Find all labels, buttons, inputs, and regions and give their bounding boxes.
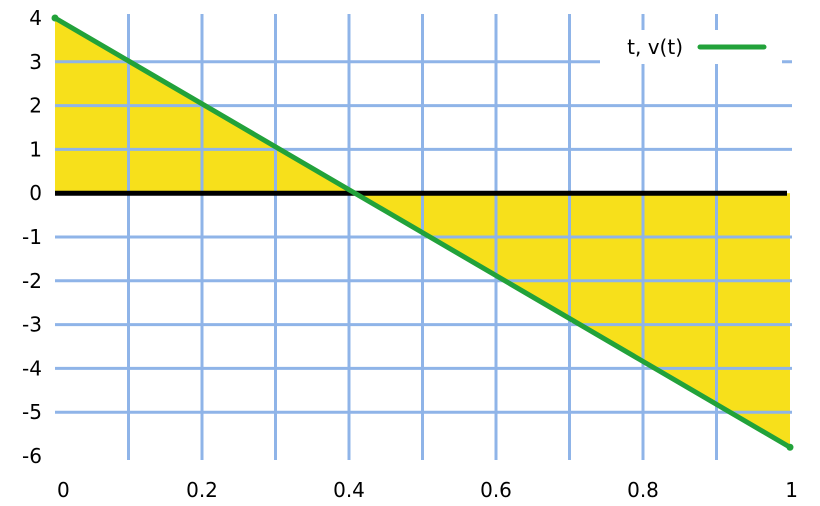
y-tick-label: -1 [22, 225, 42, 249]
y-tick-label: -6 [22, 444, 42, 468]
y-tick-label: -4 [22, 356, 42, 380]
legend: t, v(t) [600, 30, 782, 64]
series-layer [51, 14, 794, 451]
y-tick-label: -2 [22, 269, 42, 293]
y-tick-label: -5 [22, 400, 42, 424]
x-tick-label: 1 [785, 478, 798, 502]
legend-marker [729, 44, 735, 50]
x-tick-label: 0.6 [480, 478, 512, 502]
y-tick-label: 2 [29, 94, 42, 118]
y-tick-label: 4 [29, 6, 42, 30]
x-tick-label: 0.4 [333, 478, 365, 502]
x-tick-label: 0.2 [186, 478, 218, 502]
grid [55, 14, 792, 460]
x-axis-ticks: 0 0.2 0.4 0.6 0.8 1 [57, 478, 798, 502]
x-tick-label: 0.8 [627, 478, 659, 502]
series-point [786, 443, 794, 451]
series-line [52, 15, 793, 450]
y-tick-label: 0 [29, 181, 42, 205]
y-tick-label: -3 [22, 313, 42, 337]
y-tick-label: 3 [29, 50, 42, 74]
legend-label: t, v(t) [627, 35, 683, 59]
y-tick-label: 1 [29, 137, 42, 161]
x-tick-label: 0 [57, 478, 70, 502]
y-axis-ticks: -6 -5 -4 -3 -2 -1 0 1 2 3 4 [22, 6, 42, 468]
series-point [51, 14, 59, 22]
